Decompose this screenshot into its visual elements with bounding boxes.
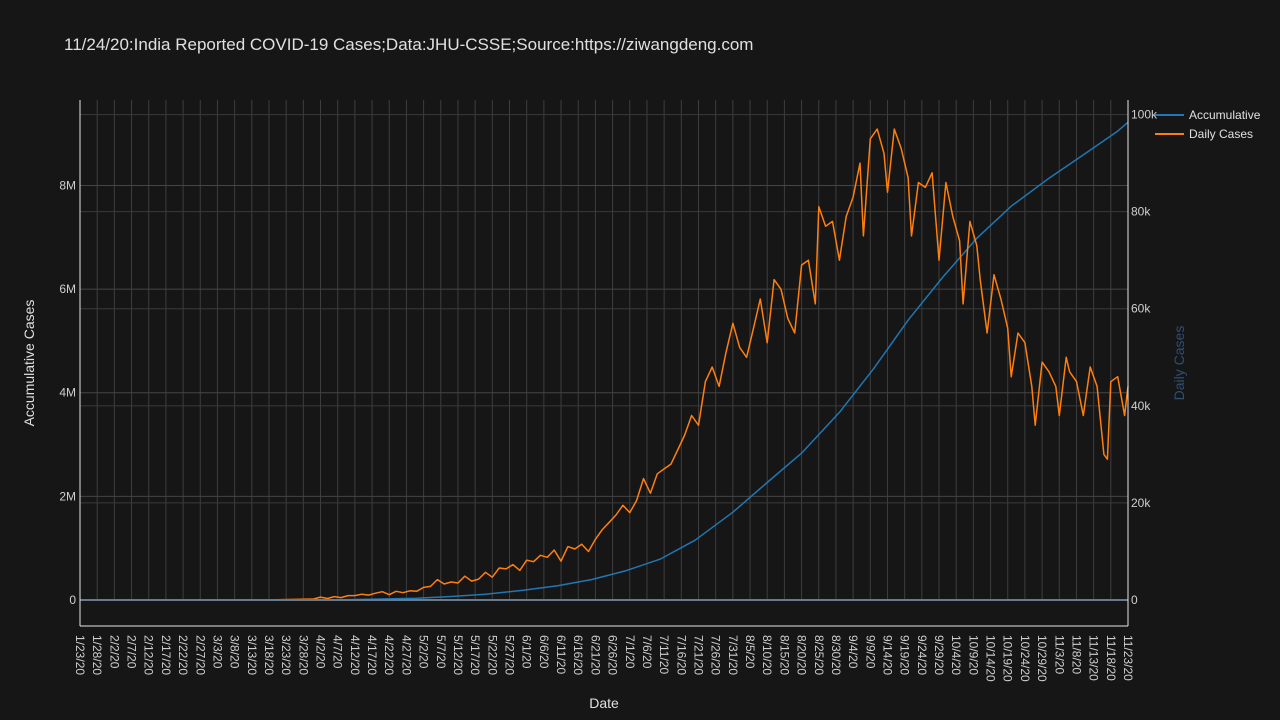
x-tick-label: 3/3/20	[210, 635, 224, 669]
x-tick-label: 9/4/20	[846, 635, 860, 669]
x-tick-label: 7/6/20	[640, 635, 654, 669]
x-tick-label: 2/7/20	[125, 635, 139, 669]
y2-tick-label: 20k	[1131, 496, 1151, 510]
y2-tick-label: 40k	[1131, 399, 1151, 413]
x-tick-label: 10/4/20	[949, 635, 963, 675]
x-tick-label: 3/13/20	[245, 635, 259, 675]
x-tick-label: 3/18/20	[262, 635, 276, 675]
grid-layer	[79, 100, 1129, 600]
x-tick-label: 7/1/20	[623, 635, 637, 669]
x-axis-title: Date	[589, 695, 619, 711]
x-tick-labels: 1/23/20 1/28/20 2/2/20 2/7/20 2/12/20 2/17/20…	[73, 635, 1135, 682]
y-tick-label: 2M	[59, 489, 76, 503]
x-tick-label: 4/17/20	[365, 635, 379, 675]
x-tick-label: 7/26/20	[709, 635, 723, 675]
x-tick-label: 7/16/20	[674, 635, 688, 675]
x-tick-label: 5/27/20	[503, 635, 517, 675]
legend-label-daily-cases: Daily Cases	[1189, 127, 1253, 141]
x-tick-label: 4/22/20	[382, 635, 396, 675]
x-tick-label: 11/18/20	[1104, 635, 1118, 681]
y2-tick-labels: 0 20k 40k 60k 80k 100k	[1131, 108, 1158, 607]
x-tick-label: 6/26/20	[606, 635, 620, 675]
x-tick-label: 9/24/20	[915, 635, 929, 675]
x-tick-label: 1/23/20	[73, 635, 87, 675]
x-tick-label: 2/12/20	[142, 635, 156, 675]
x-tick-label: 2/22/20	[176, 635, 190, 675]
x-tick-label: 6/21/20	[588, 635, 602, 675]
x-tick-label: 5/12/20	[451, 635, 465, 675]
legend-item-accumulative[interactable]: Accumulative	[1155, 108, 1261, 122]
x-tick-label: 10/19/20	[1001, 635, 1015, 682]
x-tick-label: 10/9/20	[966, 635, 980, 675]
y2-tick-label: 80k	[1131, 205, 1151, 219]
y-axis-title: Accumulative Cases	[21, 300, 37, 427]
x-tick-label: 8/10/20	[760, 635, 774, 675]
legend-label-accumulative: Accumulative	[1189, 108, 1261, 122]
x-tick-label: 8/30/20	[829, 635, 843, 675]
x-tick-label: 2/2/20	[107, 635, 121, 669]
x-tick-label: 3/8/20	[228, 635, 242, 669]
x-tick-label: 11/3/20	[1052, 635, 1066, 674]
x-tick-label: 6/6/20	[537, 635, 551, 669]
x-tick-label: 7/11/20	[657, 635, 671, 674]
x-tick-label: 2/17/20	[159, 635, 173, 675]
x-tick-label: 6/1/20	[520, 635, 534, 669]
y-tick-labels: 0 2M 4M 6M 8M	[59, 178, 76, 607]
y2-tick-label: 100k	[1131, 108, 1158, 122]
x-tick-label: 6/11/20	[554, 635, 568, 674]
x-tick-label: 7/21/20	[691, 635, 705, 675]
x-tick-label: 5/17/20	[468, 635, 482, 675]
x-tick-label: 3/28/20	[296, 635, 310, 675]
x-tick-label: 11/8/20	[1069, 635, 1083, 674]
x-tick-label: 11/13/20	[1087, 635, 1101, 681]
x-tick-label: 9/9/20	[863, 635, 877, 669]
x-tick-label: 4/2/20	[314, 635, 328, 669]
x-tick-label: 5/2/20	[417, 635, 431, 669]
x-tick-label: 9/29/20	[932, 635, 946, 675]
y-tick-label: 0	[69, 593, 76, 607]
y-tick-label: 8M	[59, 178, 76, 192]
daily-cases-line	[79, 128, 1129, 601]
x-tick-label: 3/23/20	[279, 635, 293, 675]
x-tick-label: 10/24/20	[1018, 635, 1032, 682]
y2-tick-label: 60k	[1131, 302, 1151, 316]
x-tick-label: 8/5/20	[743, 635, 757, 669]
x-tick-label: 5/22/20	[485, 635, 499, 675]
x-tick-label: 1/28/20	[90, 635, 104, 675]
x-tick-label: 8/20/20	[795, 635, 809, 675]
legend[interactable]: Accumulative Daily Cases	[1155, 108, 1261, 141]
x-tick-label: 8/25/20	[812, 635, 826, 675]
y-tick-label: 4M	[59, 386, 76, 400]
x-tick-label: 4/7/20	[331, 635, 345, 669]
x-tick-label: 9/19/20	[898, 635, 912, 675]
x-tick-label: 2/27/20	[193, 635, 207, 675]
x-tick-label: 7/31/20	[726, 635, 740, 675]
x-tick-label: 10/14/20	[984, 635, 998, 682]
y-tick-label: 6M	[59, 282, 76, 296]
x-tick-label: 11/23/20	[1121, 635, 1135, 681]
y2-tick-label: 0	[1131, 593, 1138, 607]
chart-title: 11/24/20:India Reported COVID-19 Cases;D…	[64, 35, 753, 54]
legend-item-daily-cases[interactable]: Daily Cases	[1155, 127, 1253, 141]
x-tick-label: 6/16/20	[571, 635, 585, 675]
axes-layer	[79, 100, 1129, 627]
x-tick-label: 9/14/20	[880, 635, 894, 675]
y2-axis-title: Daily Cases	[1171, 326, 1187, 401]
x-tick-label: 10/29/20	[1035, 635, 1049, 682]
x-tick-label: 4/27/20	[399, 635, 413, 675]
x-tick-label: 4/12/20	[348, 635, 362, 675]
x-tick-label: 5/7/20	[434, 635, 448, 669]
x-tick-label: 8/15/20	[777, 635, 791, 675]
